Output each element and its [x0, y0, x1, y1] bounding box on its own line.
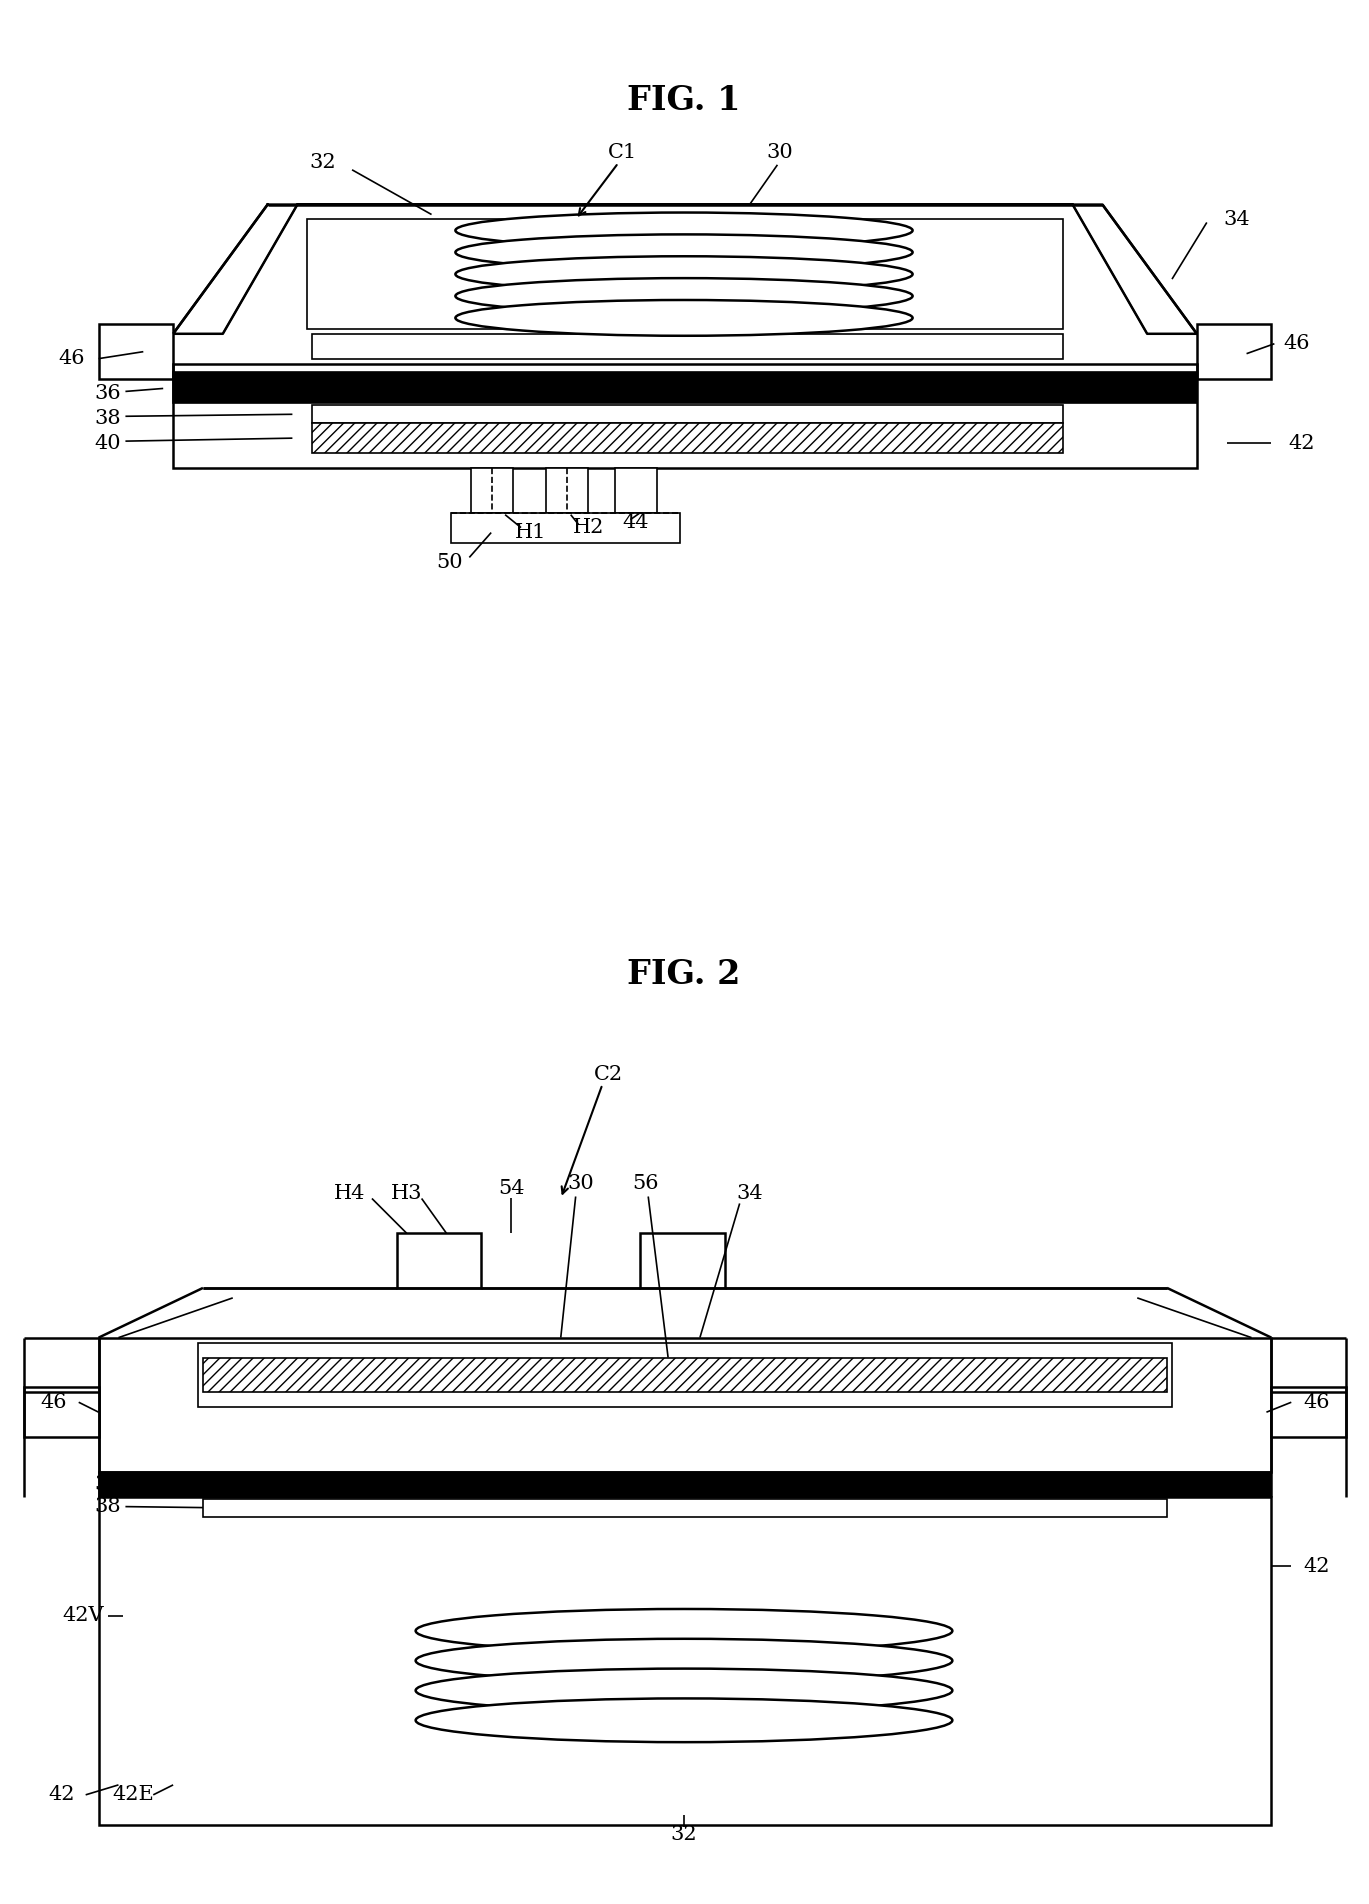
Text: 46: 46: [1283, 335, 1310, 354]
Bar: [172, 371, 1197, 404]
Text: 42: 42: [1288, 434, 1314, 453]
Text: 32: 32: [309, 154, 335, 173]
Text: 46: 46: [41, 1392, 67, 1411]
Text: H3: H3: [392, 1184, 423, 1203]
Text: 36: 36: [94, 1476, 122, 1495]
Text: 50: 50: [437, 552, 463, 571]
Bar: [1272, 1388, 1346, 1438]
Bar: [641, 1234, 724, 1287]
Text: 44: 44: [622, 514, 649, 531]
Bar: [616, 468, 657, 512]
Text: 42: 42: [48, 1786, 75, 1805]
Ellipse shape: [416, 1609, 953, 1653]
Ellipse shape: [416, 1668, 953, 1712]
Text: 42: 42: [1303, 1557, 1329, 1577]
Bar: [203, 1498, 1166, 1517]
Bar: [199, 1342, 1172, 1407]
Ellipse shape: [416, 1698, 953, 1742]
Bar: [397, 1234, 482, 1287]
Text: 34: 34: [737, 1184, 763, 1203]
Text: C1: C1: [608, 143, 637, 162]
Ellipse shape: [456, 213, 913, 248]
Text: 32: 32: [671, 1826, 697, 1845]
Text: FIG. 1: FIG. 1: [627, 84, 741, 116]
Bar: [99, 1472, 1272, 1497]
Text: 42E: 42E: [112, 1786, 155, 1805]
Ellipse shape: [456, 234, 913, 270]
Bar: [203, 1358, 1166, 1392]
Bar: [307, 219, 1062, 329]
Bar: [99, 1339, 1272, 1472]
Text: 46: 46: [1303, 1392, 1329, 1411]
Text: 38: 38: [94, 409, 122, 428]
Bar: [99, 1497, 1272, 1824]
Text: 30: 30: [767, 143, 793, 162]
Ellipse shape: [456, 301, 913, 335]
Text: 30: 30: [567, 1175, 594, 1194]
Bar: [452, 512, 680, 543]
Text: 36: 36: [94, 385, 122, 404]
Text: 42V: 42V: [62, 1607, 104, 1626]
Text: H4: H4: [334, 1184, 366, 1203]
Text: 40: 40: [94, 434, 122, 453]
Bar: [471, 468, 513, 512]
Text: 46: 46: [59, 348, 85, 367]
Bar: [546, 468, 587, 512]
Ellipse shape: [456, 278, 913, 314]
Bar: [1197, 324, 1272, 379]
Text: 54: 54: [498, 1179, 524, 1198]
Text: H1: H1: [515, 524, 546, 543]
Text: C2: C2: [594, 1064, 623, 1083]
Bar: [99, 324, 172, 379]
Text: 34: 34: [1224, 209, 1250, 228]
Bar: [312, 406, 1062, 423]
Text: 38: 38: [94, 1497, 122, 1516]
Bar: [312, 333, 1062, 358]
Ellipse shape: [416, 1639, 953, 1683]
Text: FIG. 2: FIG. 2: [627, 958, 741, 992]
Bar: [312, 423, 1062, 453]
Ellipse shape: [456, 257, 913, 291]
Text: 56: 56: [632, 1175, 658, 1194]
Bar: [172, 364, 1197, 468]
Polygon shape: [172, 204, 1197, 333]
Bar: [25, 1388, 99, 1438]
Text: H2: H2: [572, 518, 604, 537]
